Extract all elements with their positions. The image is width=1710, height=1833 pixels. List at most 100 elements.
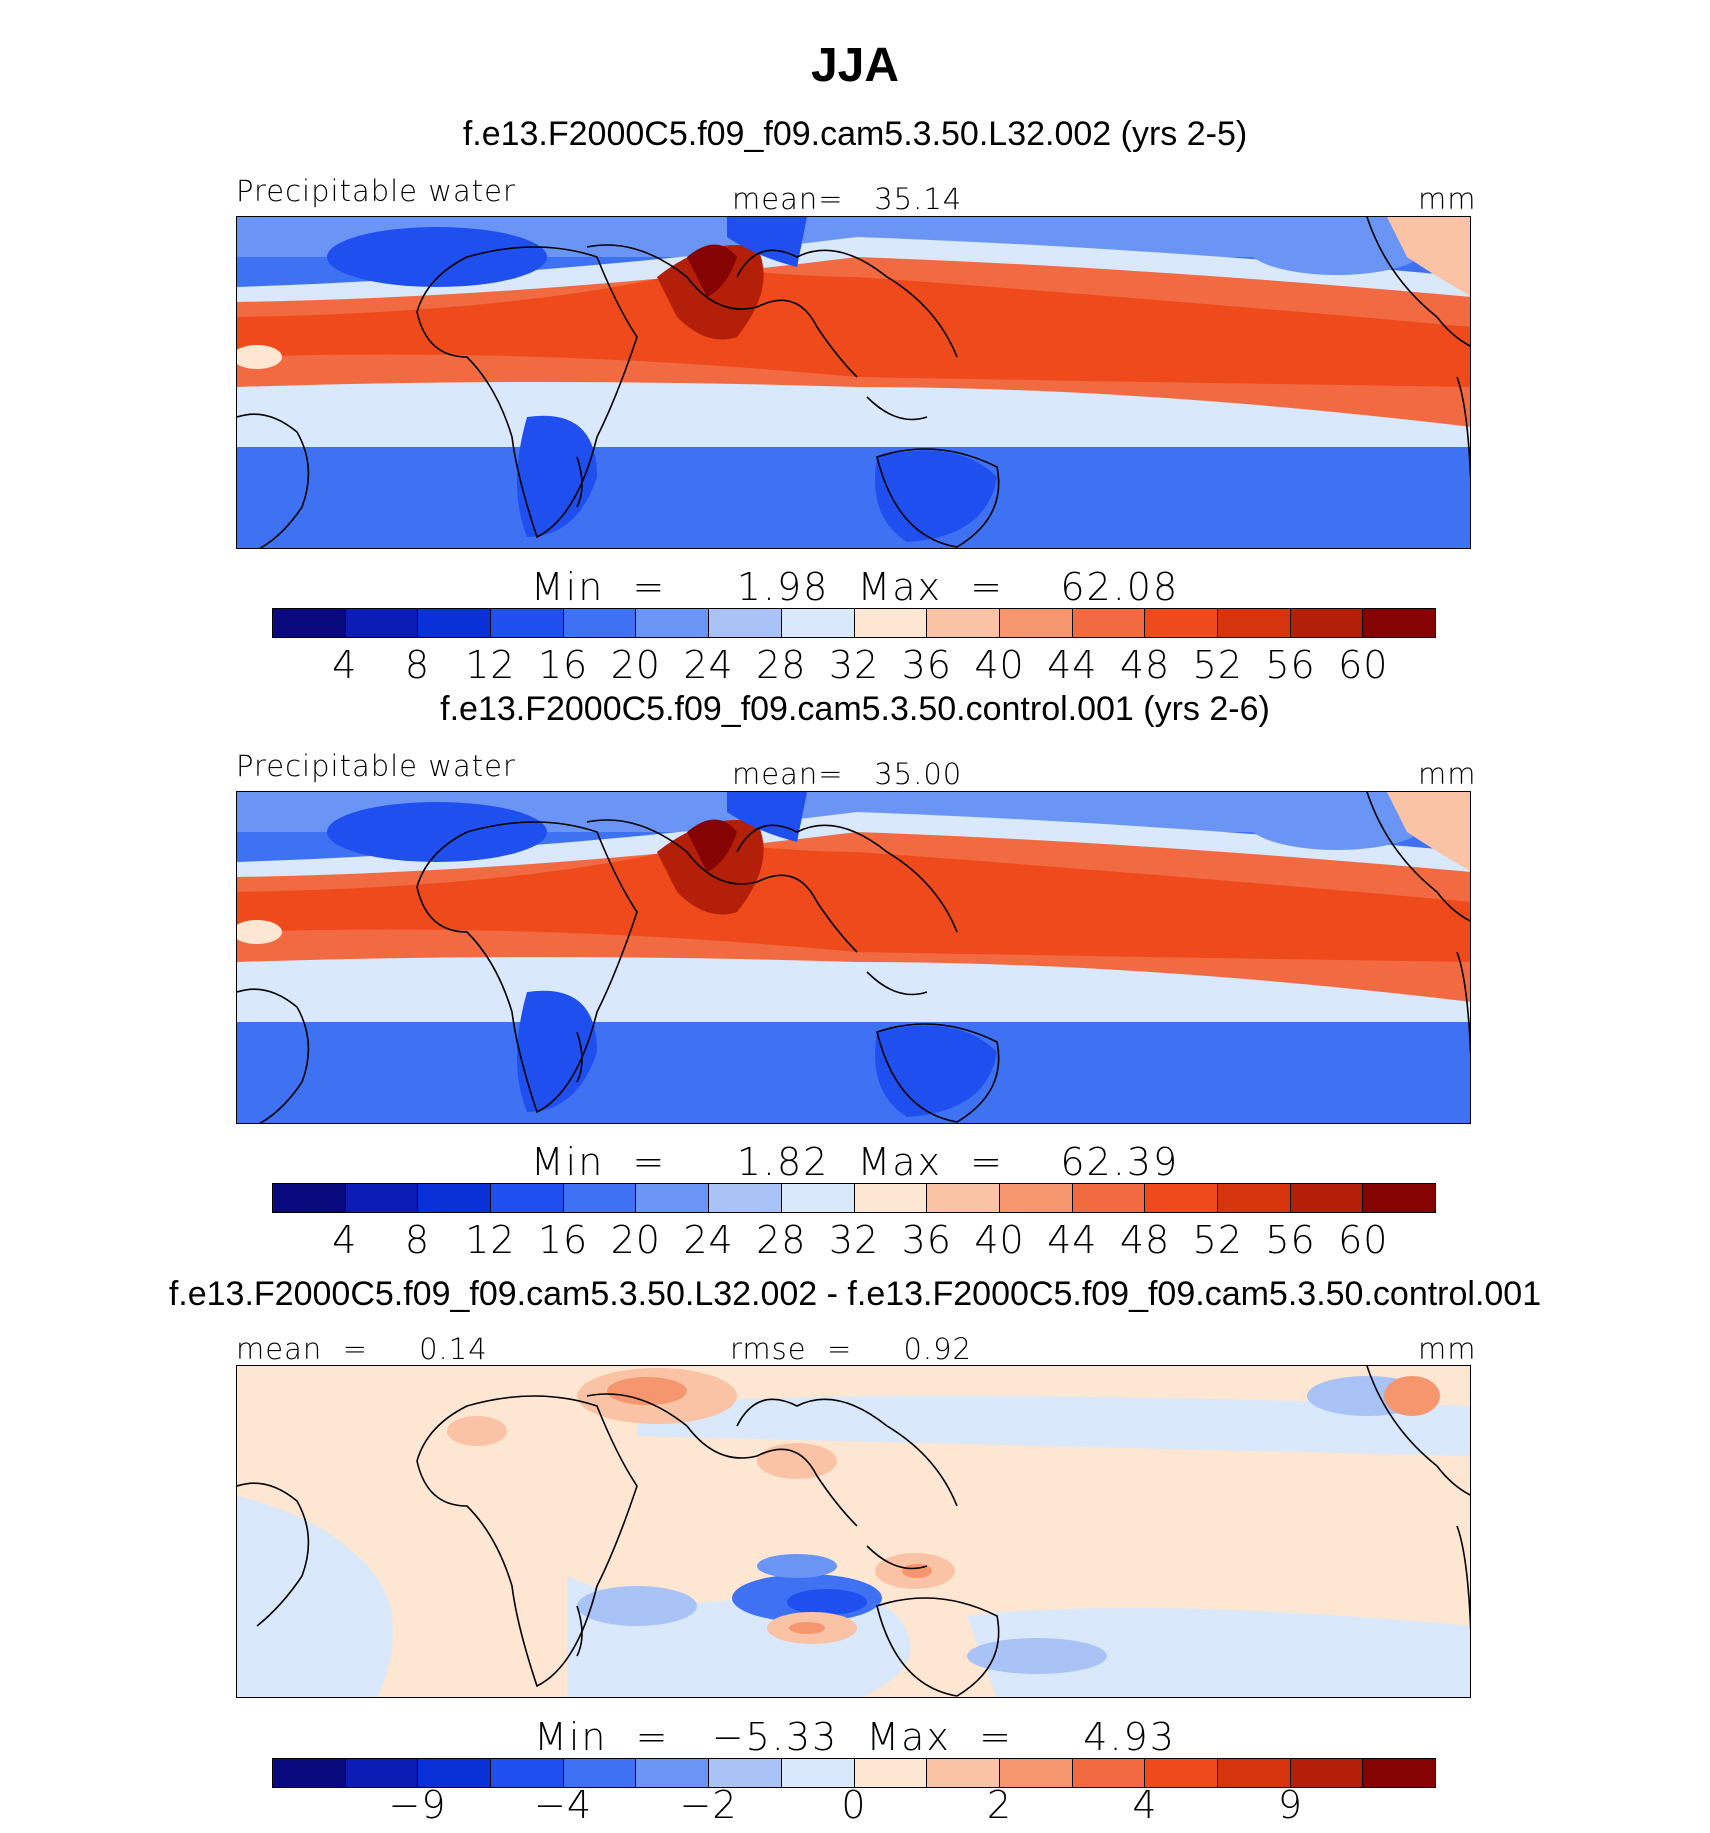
colorbar-tick-label: −2 [679,1783,738,1827]
colorbar-swatch [1217,609,1291,637]
colorbar-swatch [1290,609,1364,637]
colorbar-tick-label: 60 [1338,643,1389,687]
colorbar-swatch [1145,609,1218,637]
colorbar-swatch [418,1184,492,1212]
panel3-case-title: f.e13.F2000C5.f09_f09.cam5.3.50.L32.002 … [168,1275,1542,1313]
colorbar-tick-label: 20 [610,1218,661,1262]
colorbar-swatch [491,1184,564,1212]
colorbar-swatch [1217,1184,1291,1212]
colorbar-swatch [1072,609,1146,637]
colorbar-swatch [854,609,928,637]
panel2-minmax-label: Min = 1.82 Max = 62.39 [530,1140,1180,1184]
colorbar-swatch [563,1759,637,1787]
panel1-variable-label: Precipitable water [236,174,516,208]
colorbar-tick-label: 16 [537,643,589,687]
colorbar-swatch [636,1184,710,1212]
colorbar-tick-label: 60 [1338,1218,1389,1262]
panel2-mean-label: mean= 35.00 [732,757,963,791]
colorbar-tick-label: 48 [1119,1218,1171,1262]
colorbar-swatch [273,609,346,637]
colorbar-tick-label: 52 [1192,1218,1243,1262]
panel2-case-title: f.e13.F2000C5.f09_f09.cam5.3.50.control.… [440,690,1270,728]
colorbar-swatch [345,1759,419,1787]
colorbar-tick-label: 4 [332,643,358,687]
colorbar-tick-label: 8 [404,1218,431,1262]
colorbar-tick-label: 28 [756,643,807,687]
colorbar-swatch [1290,1759,1364,1787]
colorbar-tick-label: 24 [683,643,734,687]
colorbar-tick-label: 2 [986,1783,1013,1827]
panel2-variable-label: Precipitable water [236,749,516,783]
colorbar-swatch [781,609,855,637]
colorbar-tick-label: 9 [1277,1783,1304,1827]
panel3-rmse-label: rmse = 0.92 [730,1332,973,1366]
colorbar-tick-label: 12 [465,1218,516,1262]
colorbar-swatch [927,1184,1000,1212]
panel2-map [236,791,1471,1124]
panel3-minmax-label: Min = −5.33 Max = 4.93 [534,1715,1176,1759]
colorbar-tick-label: 40 [974,1218,1025,1262]
colorbar-swatch [636,609,710,637]
panel1-case-title: f.e13.F2000C5.f09_f09.cam5.3.50.L32.002 … [462,115,1248,153]
colorbar-tick-label: 4 [332,1218,358,1262]
panel3-mean-label: mean = 0.14 [236,1332,488,1366]
colorbar-swatch [781,1759,855,1787]
colorbar-swatch [563,1184,637,1212]
colorbar-swatch [927,609,1000,637]
colorbar-tick-label: 56 [1265,643,1316,687]
panel1-units-label: mm [1418,182,1477,216]
panel3-map [236,1365,1471,1698]
colorbar-swatch [1072,1759,1146,1787]
colorbar-swatch [927,1759,1000,1787]
colorbar-swatch [345,1184,419,1212]
colorbar-tick-label: 24 [683,1218,734,1262]
colorbar-swatch [999,609,1073,637]
colorbar-swatch [1363,1184,1435,1212]
colorbar-tick-label: 12 [465,643,516,687]
panel2-units-label: mm [1418,757,1477,791]
panel1-minmax-label: Min = 1.98 Max = 62.08 [530,565,1180,609]
colorbar-swatch [491,609,564,637]
colorbar-swatch [1072,1184,1146,1212]
colorbar-swatch [1217,1759,1291,1787]
colorbar-swatch [709,1759,782,1787]
colorbar-swatch [636,1759,710,1787]
colorbar-swatch [999,1184,1073,1212]
colorbar-swatch [491,1759,564,1787]
panel1-colorbar [272,608,1436,638]
colorbar-tick-label: 48 [1119,643,1171,687]
panel2-colorbar [272,1183,1436,1213]
colorbar-swatch [345,609,419,637]
colorbar-swatch [999,1759,1073,1787]
colorbar-tick-label: 4 [1132,1783,1158,1827]
colorbar-tick-label: −9 [388,1783,447,1827]
panel1-mean-label: mean= 35.14 [732,182,963,216]
colorbar-swatch [1290,1184,1364,1212]
colorbar-tick-label: 52 [1192,643,1243,687]
colorbar-tick-label: −4 [533,1783,593,1827]
panel1-map [236,216,1471,549]
colorbar-swatch [1145,1759,1218,1787]
colorbar-tick-label: 40 [974,643,1025,687]
colorbar-swatch [418,1759,492,1787]
colorbar-tick-label: 0 [841,1783,867,1827]
colorbar-tick-label: 28 [756,1218,807,1262]
colorbar-swatch [854,1184,928,1212]
colorbar-swatch [273,1184,346,1212]
colorbar-tick-label: 44 [1047,1218,1098,1262]
colorbar-swatch [854,1759,928,1787]
panel3-colorbar [272,1758,1436,1788]
colorbar-tick-label: 20 [610,643,661,687]
colorbar-swatch [781,1184,855,1212]
colorbar-swatch [1145,1184,1218,1212]
panel1-colorbar-ticks: 4 8 12 16 20 24 28 32 36 40 44 48 52 56 60 [272,643,1436,693]
colorbar-swatch [273,1759,346,1787]
panel3-units-label: mm [1418,1332,1477,1366]
colorbar-swatch [418,609,492,637]
colorbar-swatch [1363,1759,1435,1787]
colorbar-tick-label: 56 [1265,1218,1316,1262]
colorbar-swatch [1363,609,1435,637]
colorbar-tick-label: 16 [537,1218,589,1262]
panel3-colorbar-ticks: −9 −4 −2 0 2 4 9 [272,1783,1436,1833]
colorbar-tick-label: 36 [901,643,952,687]
